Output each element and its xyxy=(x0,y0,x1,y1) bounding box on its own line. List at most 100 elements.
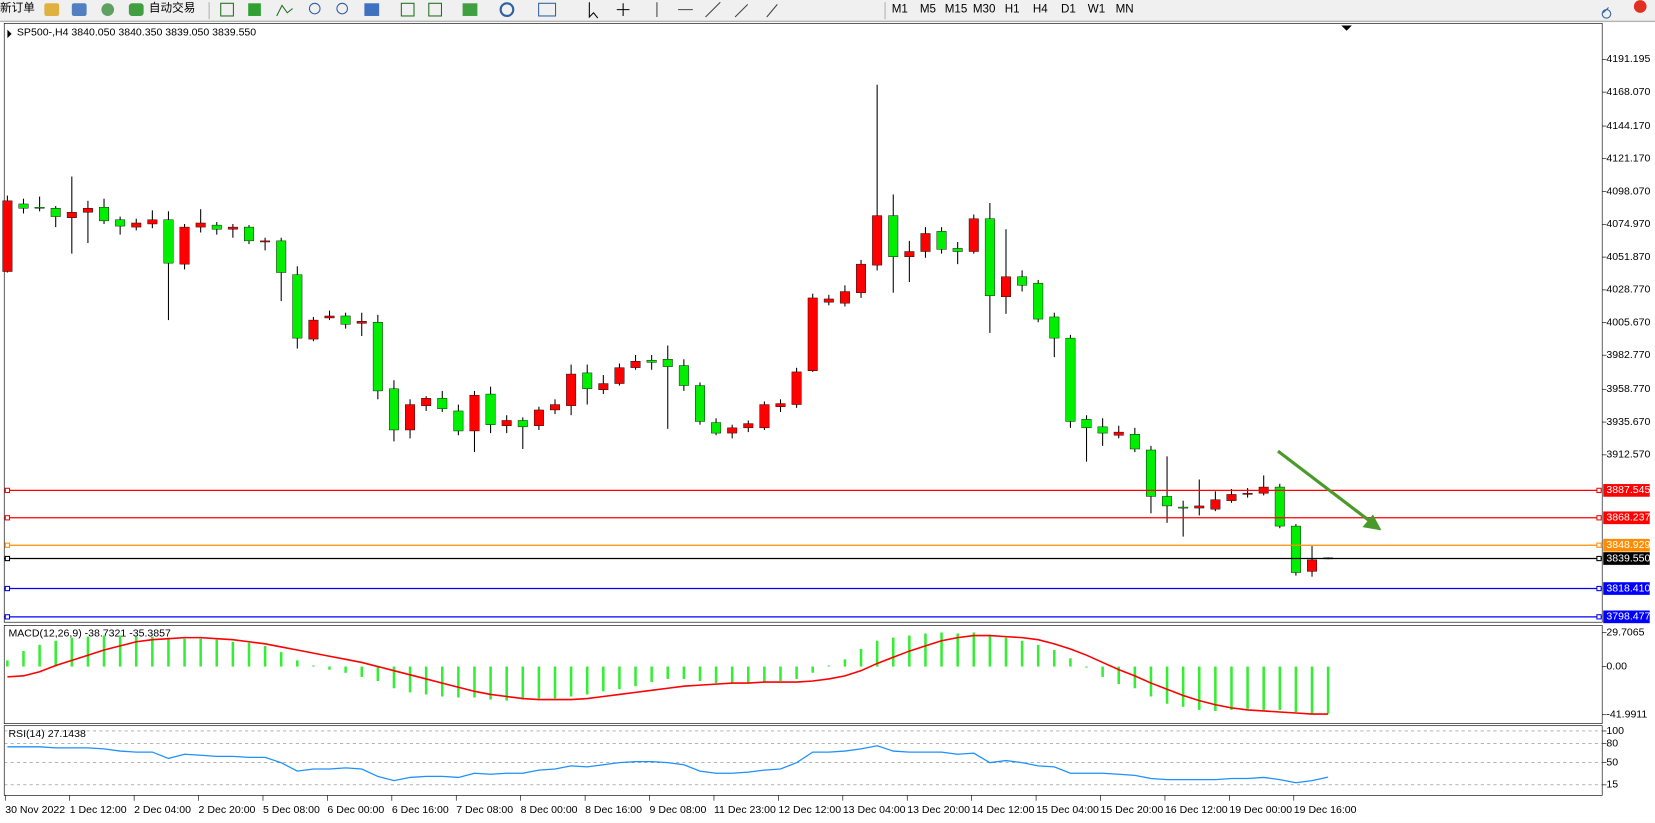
x-tick-label: 11 Dec 23:00 xyxy=(714,804,776,816)
icon[interactable] xyxy=(308,2,321,15)
candle-body xyxy=(1290,525,1301,573)
icon[interactable] xyxy=(400,2,415,17)
histogram-bar xyxy=(376,666,380,682)
histogram-bar xyxy=(1149,666,1153,697)
toolbar: 新订单 自动交易 M1 M5 M15 M30 H1 H4 D1 W1 MN xyxy=(0,0,1655,22)
histogram-bar xyxy=(296,660,299,667)
icon[interactable] xyxy=(428,2,443,17)
level-label: 3868.237 xyxy=(1606,512,1650,524)
histogram-bar xyxy=(1036,644,1040,667)
candle-body xyxy=(1274,486,1285,527)
histogram-bar xyxy=(891,637,895,667)
level-label-bg xyxy=(1603,582,1650,595)
icon[interactable] xyxy=(588,2,599,19)
auto-trading[interactable]: 自动交易 xyxy=(149,1,195,15)
x-tick-label: 13 Dec 20:00 xyxy=(907,804,970,816)
histogram-bar xyxy=(843,659,847,667)
y-tick-label: 100 xyxy=(1606,725,1624,737)
candle-body xyxy=(678,365,689,386)
candle-body xyxy=(82,207,93,213)
histogram-bar xyxy=(151,636,154,667)
x-tick-label: 30 Nov 2022 xyxy=(5,804,65,816)
histogram-bar xyxy=(811,666,814,673)
histogram-bar xyxy=(1101,666,1104,677)
histogram-bar xyxy=(553,666,557,699)
icon[interactable] xyxy=(44,3,60,16)
new-order[interactable]: 新订单 xyxy=(0,1,35,15)
histogram-bar xyxy=(569,666,573,697)
timeframe-button[interactable]: M5 xyxy=(920,3,936,16)
icon[interactable] xyxy=(220,2,234,17)
panel-marker xyxy=(7,29,12,39)
level-label-bg xyxy=(1603,511,1650,525)
notification[interactable] xyxy=(1633,0,1647,13)
histogram-bar xyxy=(859,649,863,667)
rsi-line xyxy=(7,745,1329,784)
histogram-bar xyxy=(1326,666,1330,714)
candle-body xyxy=(550,404,560,411)
candle-body xyxy=(276,240,287,273)
x-tick-label: 8 Dec 00:00 xyxy=(521,804,578,816)
timeframe-button[interactable]: D1 xyxy=(1061,3,1076,16)
icon[interactable] xyxy=(538,2,557,17)
icon[interactable] xyxy=(462,3,478,16)
y-tick-label: 4168.070 xyxy=(1606,86,1650,98)
icon[interactable] xyxy=(656,1,778,18)
arrow-head xyxy=(1362,514,1382,531)
icon[interactable] xyxy=(101,3,115,16)
candle-body xyxy=(340,315,351,325)
icon[interactable] xyxy=(71,3,87,16)
histogram-bar xyxy=(1004,637,1008,667)
y-tick-label: 3935.670 xyxy=(1606,416,1650,428)
icon[interactable] xyxy=(276,4,293,17)
x-tick-label: 15 Dec 20:00 xyxy=(1101,804,1164,816)
icon[interactable] xyxy=(248,3,261,16)
histogram-bar xyxy=(183,638,186,667)
y-tick-label: 15 xyxy=(1606,779,1618,791)
timeframe-button[interactable]: M30 xyxy=(973,3,996,16)
level-handle xyxy=(4,614,11,620)
chart-title: SP500-,H4 3840.050 3840.350 3839.050 383… xyxy=(17,27,256,39)
histogram-bar xyxy=(650,666,653,683)
histogram-bar xyxy=(312,665,315,667)
icon[interactable] xyxy=(499,2,515,18)
timeframe-button[interactable]: M1 xyxy=(892,3,908,16)
histogram-bar xyxy=(457,666,460,698)
histogram-bar xyxy=(1181,666,1185,707)
candle-body xyxy=(99,207,109,222)
histogram-bar xyxy=(328,666,331,670)
y-tick-label: 4051.870 xyxy=(1606,251,1650,263)
candle-body xyxy=(823,298,834,303)
x-tick-label: 1 Dec 12:00 xyxy=(70,804,127,816)
candle-body xyxy=(244,226,254,242)
histogram-bar xyxy=(199,638,202,667)
icon[interactable] xyxy=(128,3,144,16)
icon[interactable] xyxy=(336,2,349,15)
timeframes: M1 M5 M15 M30 H1 H4 D1 W1 MN xyxy=(892,3,1134,16)
timeframe-button[interactable]: M15 xyxy=(945,3,968,16)
icon[interactable] xyxy=(364,3,380,16)
candle-body xyxy=(968,218,979,252)
candle-body xyxy=(872,215,883,266)
histogram-bar xyxy=(988,634,992,667)
search[interactable] xyxy=(1601,7,1612,19)
candle-body xyxy=(904,251,915,257)
macd-panel xyxy=(3,625,1603,724)
histogram-bar xyxy=(585,666,589,695)
histogram-bar xyxy=(795,666,798,679)
timeframe-button[interactable]: MN xyxy=(1116,3,1134,16)
candle-body xyxy=(646,360,657,363)
candle-body xyxy=(1178,506,1189,509)
timeframe-button[interactable]: W1 xyxy=(1088,3,1105,16)
level-label: 3798.477 xyxy=(1606,611,1650,623)
icon[interactable] xyxy=(616,3,630,16)
timeframe-button[interactable]: H4 xyxy=(1033,3,1048,16)
level-handle xyxy=(4,542,11,548)
level-label: 3839.550 xyxy=(1606,552,1650,564)
histogram-bar xyxy=(54,640,57,667)
histogram-bar xyxy=(392,666,396,689)
candle-body xyxy=(920,233,931,252)
timeframe-button[interactable]: H1 xyxy=(1005,3,1020,16)
x-tick-label: 12 Dec 12:00 xyxy=(778,804,841,816)
